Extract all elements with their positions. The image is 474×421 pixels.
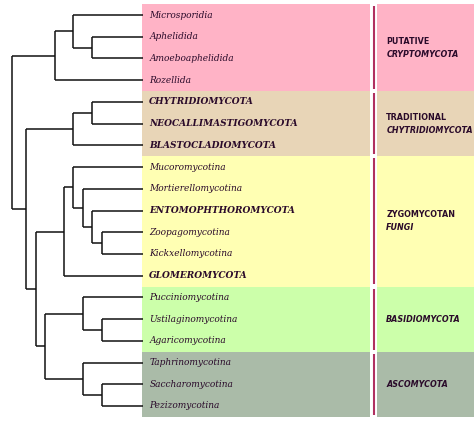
Bar	[142, 352, 370, 417]
Text: Pucciniomycotina: Pucciniomycotina	[149, 293, 229, 302]
Text: NEOCALLIMASTIGOMYCOTA: NEOCALLIMASTIGOMYCOTA	[149, 119, 298, 128]
Bar	[142, 156, 370, 287]
Bar	[377, 4, 474, 91]
Text: TRADITIONAL: TRADITIONAL	[386, 113, 447, 122]
Bar	[377, 287, 474, 352]
Bar	[142, 91, 370, 156]
Text: Microsporidia: Microsporidia	[149, 11, 213, 19]
Text: Zoopagomycotina: Zoopagomycotina	[149, 228, 230, 237]
Text: Mucoromycotina: Mucoromycotina	[149, 163, 226, 172]
Text: ENTOMOPHTHOROMYCOTA: ENTOMOPHTHOROMYCOTA	[149, 206, 295, 215]
Text: Aphelidida: Aphelidida	[149, 32, 198, 41]
Text: BASIDIOMYCOTA: BASIDIOMYCOTA	[386, 314, 461, 324]
Text: Ustilaginomycotina: Ustilaginomycotina	[149, 314, 237, 324]
Bar	[142, 4, 370, 91]
Bar	[377, 91, 474, 156]
Text: Saccharomycotina: Saccharomycotina	[149, 380, 233, 389]
Text: PUTATIVE: PUTATIVE	[386, 37, 429, 45]
Text: CHYTRIDIOMYCOTA: CHYTRIDIOMYCOTA	[149, 97, 254, 107]
Text: Kickxellomycotina: Kickxellomycotina	[149, 249, 233, 258]
Text: Amoeboaphelidida: Amoeboaphelidida	[149, 54, 234, 63]
Text: CRYPTOMYCOTA: CRYPTOMYCOTA	[386, 50, 459, 59]
Text: ASCOMYCOTA: ASCOMYCOTA	[386, 380, 448, 389]
Bar	[377, 156, 474, 287]
Bar	[142, 287, 370, 352]
Bar	[377, 352, 474, 417]
Text: ZYGOMYCOTAN: ZYGOMYCOTAN	[386, 210, 456, 219]
Text: BLASTOCLADIOMYCOTA: BLASTOCLADIOMYCOTA	[149, 141, 276, 150]
Text: CHYTRIDIOMYCOTA: CHYTRIDIOMYCOTA	[386, 125, 473, 135]
Text: Agaricomycotina: Agaricomycotina	[149, 336, 226, 345]
Text: Taphrinomycotina: Taphrinomycotina	[149, 358, 231, 367]
Text: Mortierellomycotina: Mortierellomycotina	[149, 184, 242, 193]
Text: Rozellida: Rozellida	[149, 76, 191, 85]
Text: Pezizomycotina: Pezizomycotina	[149, 402, 219, 410]
Text: FUNGI: FUNGI	[386, 224, 415, 232]
Text: GLOMEROMYCOTA: GLOMEROMYCOTA	[149, 271, 248, 280]
